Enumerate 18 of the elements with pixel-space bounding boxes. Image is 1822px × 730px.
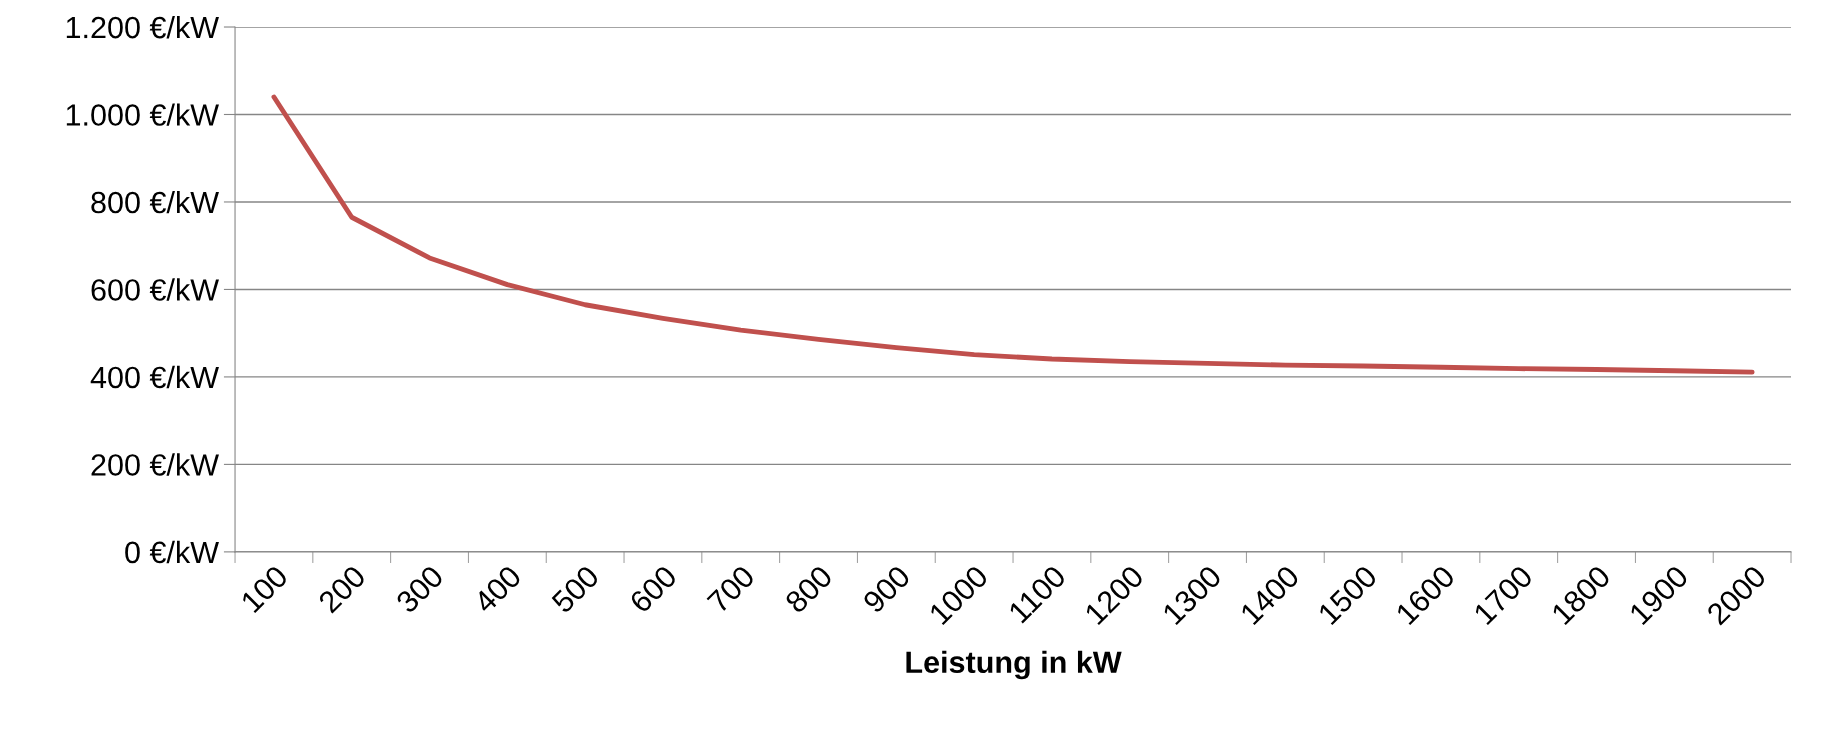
line-series [271, 94, 1755, 375]
x-tick-label: 200 [317, 564, 367, 614]
x-tick-label: 400 [472, 564, 523, 615]
x-tick-label: 700 [706, 564, 756, 614]
y-tick-label: 800 €/kW [91, 190, 219, 214]
x-tick-label: 900 [861, 564, 912, 614]
x-tick-label: 500 [550, 564, 601, 615]
x-tick-label: 300 [394, 564, 445, 615]
x-tick-label: 600 [628, 564, 678, 614]
y-tick-label: 1.200 €/kW [66, 15, 219, 39]
y-tick-label: 0 €/kW [125, 540, 219, 564]
x-tick-label: 100 [240, 564, 289, 614]
x-tick-label: 800 [784, 564, 834, 614]
y-tick-label: 400 €/kW [90, 365, 219, 389]
y-tick-label: 1.000 €/kW [66, 103, 219, 126]
y-tick-label: 600 €/kW [91, 278, 219, 301]
y-tick-label: 200 €/kW [91, 453, 219, 476]
x-axis-title: Leistung in kW [906, 650, 1122, 680]
